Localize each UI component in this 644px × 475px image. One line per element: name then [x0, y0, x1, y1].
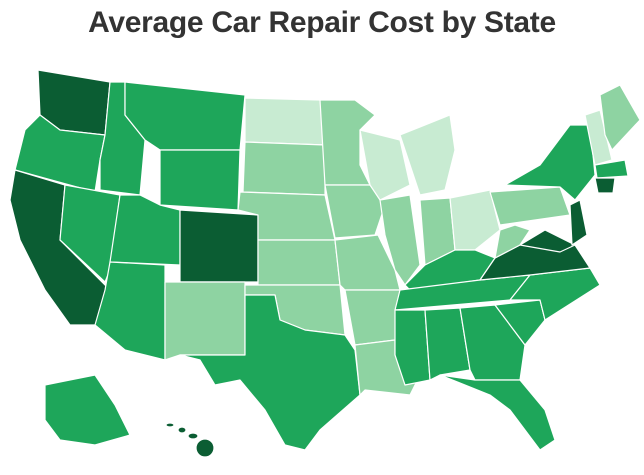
state-shape: [599, 84, 641, 151]
state-shape: [439, 374, 556, 451]
map-title: Average Car Repair Cost by State: [88, 6, 556, 39]
state-shape: [94, 261, 166, 361]
state-shape: [519, 229, 576, 253]
state-shape: [394, 309, 431, 386]
state-shape: [14, 114, 106, 193]
state-shape: [489, 186, 571, 226]
state-shape: [242, 141, 326, 196]
state-shape: [424, 307, 471, 381]
state-shape: [164, 281, 246, 361]
state-shape: [359, 129, 411, 201]
state-shape: [594, 159, 629, 179]
state-shape: [165, 422, 175, 428]
state-shape: [324, 184, 386, 239]
state-shape: [399, 114, 456, 196]
state-shape: [569, 199, 588, 246]
state-shape: [195, 438, 215, 458]
state-shape: [244, 97, 326, 146]
state-shape: [159, 149, 241, 211]
state-shape: [179, 294, 361, 451]
state-shape: [344, 289, 401, 346]
state-shape: [257, 239, 341, 286]
state-shape: [594, 177, 616, 194]
state-shape: [177, 426, 187, 434]
state-shape: [584, 109, 613, 166]
state-shape: [179, 209, 259, 283]
state-shape: [494, 224, 531, 259]
state-shape: [187, 432, 199, 440]
state-shape: [449, 189, 501, 251]
state-shape: [44, 374, 131, 446]
